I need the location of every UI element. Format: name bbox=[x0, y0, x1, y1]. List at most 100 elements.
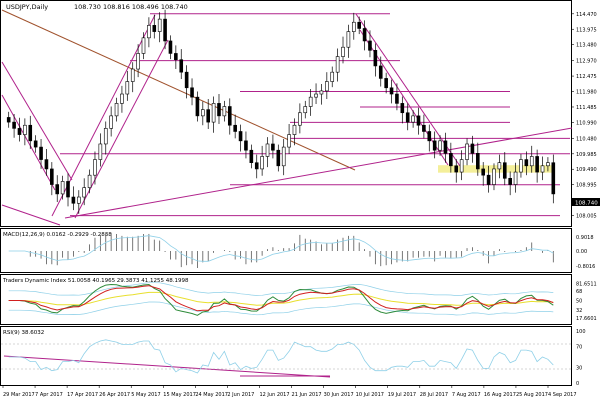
candle-bear bbox=[33, 140, 38, 148]
candle-bear bbox=[179, 59, 184, 73]
candle-bull bbox=[265, 143, 270, 157]
tdi-axis: 81.6511 68 50 32 17.6601 bbox=[576, 281, 597, 321]
price-panel[interactable] bbox=[0, 0, 572, 227]
candle-bear bbox=[432, 140, 437, 151]
trendline-down-left-1[interactable] bbox=[1, 61, 73, 181]
candle-bear bbox=[443, 140, 448, 154]
candle-bear bbox=[357, 21, 361, 29]
date-tick-label: 17 Apr 2017 bbox=[67, 392, 98, 398]
candle-bear bbox=[400, 103, 405, 114]
candle-bull bbox=[319, 90, 324, 95]
price-tick-label: 114.470 bbox=[576, 12, 597, 18]
candle-bear bbox=[238, 131, 243, 142]
candle-bear bbox=[12, 121, 16, 129]
candle-bear bbox=[362, 28, 367, 42]
trendline-long-downtrend[interactable] bbox=[1, 9, 356, 171]
candle-bear bbox=[44, 159, 49, 170]
candle-bull bbox=[351, 21, 356, 32]
candle-bull bbox=[529, 156, 534, 167]
candle-bear bbox=[152, 25, 157, 32]
tdi-lower-band bbox=[8, 301, 554, 316]
candle-bear bbox=[427, 131, 432, 142]
candle-bear bbox=[476, 153, 480, 170]
candle-bull bbox=[325, 81, 329, 92]
candle-bull bbox=[308, 96, 313, 107]
macd-histogram bbox=[29, 233, 554, 269]
date-tick-label: 21 Jun 2017 bbox=[292, 392, 322, 398]
candle-bull bbox=[303, 106, 308, 114]
candle-bear bbox=[378, 65, 383, 79]
current-price-label: 108.740 bbox=[575, 201, 598, 207]
candle-bear bbox=[389, 87, 394, 95]
candle-bull bbox=[346, 31, 351, 48]
candle-bull bbox=[120, 93, 124, 104]
candle-bull bbox=[465, 143, 469, 160]
candle-bull bbox=[76, 196, 81, 204]
candle-bear bbox=[71, 196, 76, 204]
rsi-trendline[interactable] bbox=[3, 355, 331, 378]
candle-bear bbox=[368, 40, 372, 51]
symbol-label: USDJPY,Daily bbox=[6, 3, 48, 11]
candle-bear bbox=[233, 124, 237, 132]
tdi-rsi-price-line bbox=[8, 283, 554, 316]
candle-bull bbox=[513, 171, 518, 185]
price-tick-label: 110.990 bbox=[576, 120, 597, 126]
candle-bull bbox=[109, 115, 113, 129]
date-axis: 29 Mar 2017 7 Apr 2017 17 Apr 2017 26 Apr 2… bbox=[2, 385, 577, 398]
candle-bear bbox=[254, 162, 259, 170]
candle-bear bbox=[395, 93, 399, 104]
trendline-down-left-3[interactable] bbox=[1, 204, 61, 226]
trendline-uptrend[interactable] bbox=[64, 127, 573, 219]
candle-bear bbox=[168, 40, 173, 54]
candle-bear bbox=[470, 143, 475, 154]
macd-panel[interactable] bbox=[0, 228, 572, 273]
rsi-tick-label: 70 bbox=[576, 345, 582, 351]
candle-bear bbox=[206, 109, 211, 123]
candle-bear bbox=[481, 168, 486, 176]
trendline-channel-up-2[interactable] bbox=[74, 39, 169, 219]
candle-bull bbox=[492, 168, 496, 185]
rsi-label: RSI(9) 38.6032 bbox=[3, 330, 44, 336]
rsi-axis: 100 70 30 0 bbox=[576, 329, 586, 387]
highlight-zone bbox=[438, 165, 555, 173]
ohlc-label: 108.730 108.816 108.496 108.740 bbox=[74, 3, 188, 11]
rsi-panel[interactable] bbox=[0, 326, 572, 386]
candle-bull bbox=[260, 156, 264, 170]
candle-bear bbox=[249, 149, 254, 163]
candle-bear bbox=[405, 112, 410, 123]
macd-axis: 0.9018 0.00 -0.8016 bbox=[576, 235, 595, 270]
candle-bear bbox=[449, 153, 453, 167]
candle-bear bbox=[271, 143, 275, 151]
candle-bull bbox=[314, 93, 318, 98]
candle-bear bbox=[551, 162, 556, 195]
trendline-down-right-1[interactable] bbox=[355, 13, 461, 167]
candle-bear bbox=[524, 159, 529, 167]
rsi-line bbox=[8, 339, 554, 374]
candle-bull bbox=[147, 25, 151, 39]
candle-bear bbox=[28, 124, 33, 142]
rsi-tick-label: 30 bbox=[576, 365, 582, 371]
date-tick-label: 5 May 2017 bbox=[131, 392, 160, 398]
candle-bear bbox=[190, 87, 194, 98]
date-tick-label: 19 Jul 2017 bbox=[388, 392, 416, 398]
date-tick-label: 15 May 2017 bbox=[163, 392, 196, 398]
current-price-box bbox=[572, 198, 600, 206]
candle-bull bbox=[519, 159, 523, 173]
candle-bull bbox=[540, 165, 545, 173]
candle-bear bbox=[502, 162, 507, 179]
candle-bull bbox=[341, 46, 345, 57]
date-tick-label: 25 Aug 2017 bbox=[516, 392, 548, 398]
candle-bull bbox=[438, 140, 442, 151]
tdi-upper-band bbox=[8, 282, 554, 296]
date-tick-label: 30 Jun 2017 bbox=[324, 392, 354, 398]
candle-bear bbox=[416, 115, 421, 126]
candle-bull bbox=[497, 162, 502, 170]
candle-bear bbox=[50, 168, 54, 185]
candle-bear bbox=[66, 181, 70, 198]
candle-bull bbox=[211, 103, 216, 123]
date-tick-label: 16 Aug 2017 bbox=[484, 392, 516, 398]
candle-bull bbox=[98, 143, 103, 160]
candle-bear bbox=[195, 96, 200, 117]
